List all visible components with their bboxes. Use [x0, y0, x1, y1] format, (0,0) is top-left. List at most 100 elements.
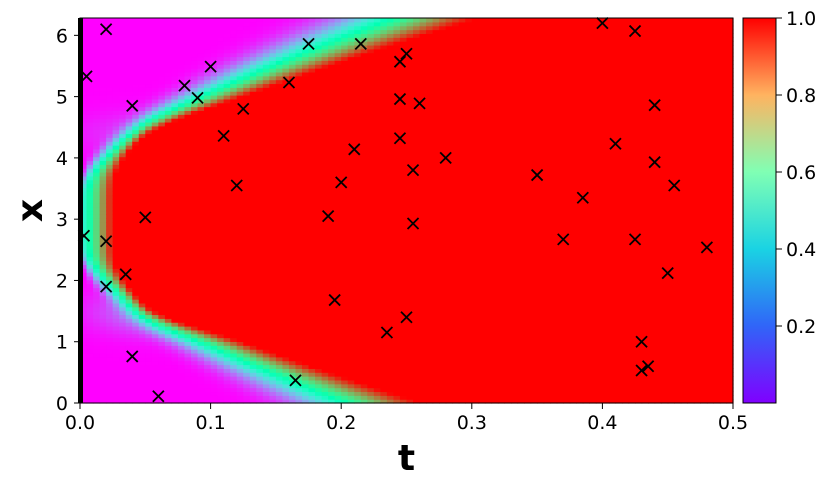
heatmap-cell: [315, 399, 323, 404]
heatmap-cell: [125, 164, 133, 169]
heatmap-cell: [125, 295, 133, 300]
heatmap-cell: [315, 106, 323, 111]
heatmap-cell: [341, 25, 349, 31]
heatmap-cell: [125, 329, 133, 335]
heatmap-cell: [171, 341, 179, 346]
heatmap-cell: [315, 299, 323, 304]
heatmap-cell: [256, 210, 264, 215]
heatmap-cell: [171, 318, 179, 323]
heatmap-cell: [184, 37, 192, 42]
heatmap-cell: [341, 195, 349, 200]
heatmap-cell: [302, 95, 310, 100]
heatmap-cell: [80, 114, 88, 119]
heatmap-cell: [184, 48, 192, 54]
heatmap-cell: [334, 214, 342, 219]
heatmap-cell: [230, 168, 238, 173]
heatmap-cell: [177, 356, 186, 362]
heatmap-cell: [145, 87, 153, 92]
heatmap-cell: [295, 399, 303, 404]
heatmap-cell: [191, 233, 199, 239]
heatmap-cell: [367, 56, 375, 61]
heatmap-cell: [164, 260, 173, 265]
heatmap-cell: [99, 333, 107, 339]
heatmap-cell: [295, 306, 303, 312]
heatmap-cell: [249, 129, 257, 135]
heatmap-cell: [256, 260, 264, 265]
heatmap-cell: [360, 91, 368, 96]
heatmap-cell: [393, 106, 401, 111]
heatmap-cell: [243, 256, 251, 262]
heatmap-cell: [99, 148, 107, 154]
heatmap-cell: [236, 137, 244, 142]
heatmap-cell: [99, 272, 107, 277]
heatmap-cell: [158, 202, 166, 208]
heatmap-cell: [230, 118, 238, 123]
heatmap-cell: [158, 341, 166, 346]
heatmap-cell: [243, 314, 251, 319]
heatmap-cell: [269, 172, 277, 177]
heatmap-cell: [99, 191, 107, 196]
heatmap-cell: [197, 272, 205, 277]
heatmap-cell: [256, 202, 264, 208]
heatmap-cell: [243, 175, 251, 181]
heatmap-cell: [347, 33, 355, 38]
heatmap-cell: [360, 256, 368, 262]
heatmap-cell: [93, 110, 101, 115]
heatmap-cell: [256, 183, 264, 188]
heatmap-cell: [360, 399, 368, 404]
heatmap-cell: [373, 287, 381, 292]
heatmap-cell: [399, 387, 408, 393]
heatmap-cell: [282, 360, 290, 366]
heatmap-cell: [295, 156, 303, 162]
heatmap-cell: [171, 98, 179, 104]
heatmap-cell: [132, 75, 140, 81]
heatmap-cell: [315, 322, 323, 327]
heatmap-cell: [86, 322, 94, 327]
heatmap-cell: [80, 337, 88, 342]
heatmap-cell: [288, 326, 297, 331]
heatmap-cell: [230, 310, 238, 316]
heatmap-cell: [151, 379, 159, 385]
heatmap-cell: [197, 160, 205, 165]
heatmap-cell: [328, 391, 336, 396]
heatmap-cell: [262, 25, 270, 31]
heatmap-cell: [217, 18, 225, 23]
heatmap-cell: [341, 156, 349, 162]
heatmap-cell: [230, 91, 238, 96]
heatmap-cell: [204, 87, 212, 92]
heatmap-cell: [80, 164, 88, 169]
heatmap-cell: [217, 179, 225, 185]
heatmap-cell: [354, 25, 362, 31]
heatmap-cell: [184, 164, 192, 169]
heatmap-cell: [177, 364, 186, 369]
heatmap-cell: [217, 106, 225, 111]
heatmap-cell: [282, 71, 290, 77]
heatmap-cell: [315, 241, 323, 246]
heatmap-cell: [269, 283, 277, 289]
heatmap-cell: [145, 60, 153, 65]
heatmap-cell: [86, 345, 94, 350]
heatmap-cell: [184, 387, 192, 393]
heatmap-cell: [275, 33, 284, 38]
heatmap-cell: [373, 241, 381, 246]
heatmap-cell: [386, 264, 395, 269]
heatmap-cell: [197, 245, 205, 250]
heatmap-cell: [158, 210, 166, 215]
heatmap-cell: [282, 395, 290, 400]
heatmap-cell: [360, 225, 368, 231]
heatmap-cell: [269, 287, 277, 292]
heatmap-cell: [399, 87, 408, 92]
heatmap-cell: [80, 102, 88, 108]
heatmap-cell: [249, 148, 257, 154]
heatmap-cell: [204, 64, 212, 69]
heatmap-cell: [249, 237, 257, 242]
heatmap-cell: [191, 329, 199, 335]
heatmap-cell: [262, 83, 270, 88]
heatmap-cell: [256, 98, 264, 104]
heatmap-cell: [184, 376, 192, 381]
heatmap-cell: [86, 206, 94, 212]
heatmap-cell: [243, 71, 251, 77]
heatmap-cell: [249, 121, 257, 127]
heatmap-cell: [112, 152, 120, 158]
heatmap-cell: [93, 152, 101, 158]
